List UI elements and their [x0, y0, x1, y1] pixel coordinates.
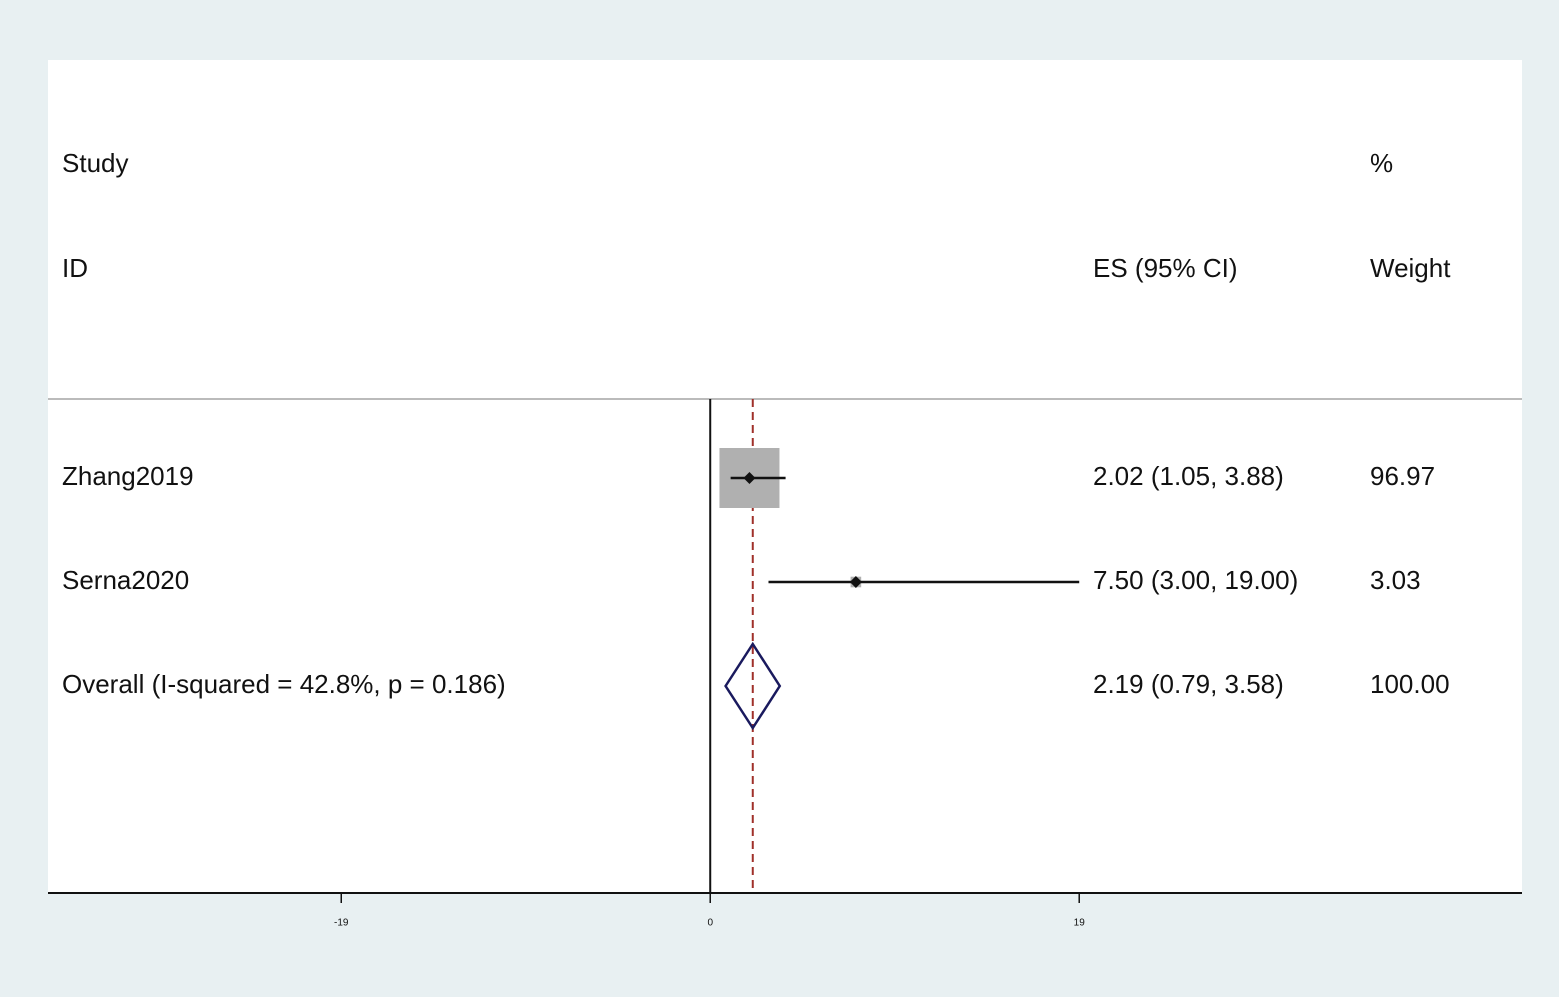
header-study: Study — [62, 148, 129, 178]
es-label: 2.19 (0.79, 3.58) — [1093, 669, 1284, 699]
x-tick-label: -19 — [334, 918, 349, 929]
x-tick-label: 19 — [1074, 918, 1086, 929]
header-id: ID — [62, 253, 88, 283]
point-estimate — [743, 472, 756, 484]
header-pct: % — [1370, 148, 1393, 178]
weight-label: 100.00 — [1370, 669, 1450, 699]
overall-diamond — [724, 641, 782, 731]
point-estimate — [849, 576, 862, 588]
study-label: Zhang2019 — [62, 461, 194, 491]
header-es: ES (95% CI) — [1093, 253, 1238, 283]
es-label: 7.50 (3.00, 19.00) — [1093, 565, 1298, 595]
study-label: Serna2020 — [62, 565, 189, 595]
header-weight: Weight — [1370, 253, 1451, 283]
x-tick-label: 0 — [707, 918, 713, 929]
study-label: Overall (I-squared = 42.8%, p = 0.186) — [62, 669, 506, 699]
weight-label: 96.97 — [1370, 461, 1435, 491]
weight-label: 3.03 — [1370, 565, 1421, 595]
es-label: 2.02 (1.05, 3.88) — [1093, 461, 1284, 491]
